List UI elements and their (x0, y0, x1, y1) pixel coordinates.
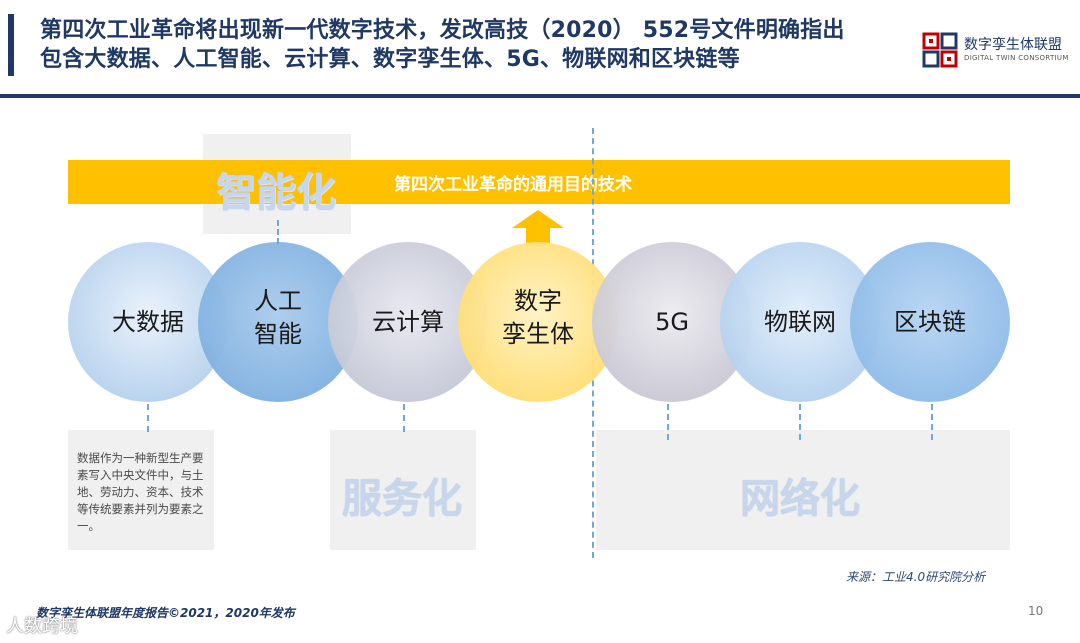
up-arrow-icon (512, 210, 564, 246)
connector-5g-to-network (667, 404, 669, 440)
tech-label-digital-twin: 数字 孪生体 (502, 287, 574, 348)
general-purpose-tech-banner (68, 160, 1010, 204)
title-line-1: 第四次工业革命将出现新一代数字技术，发改高技（2020） 552号文件明确指出 (40, 18, 845, 43)
title-line-2: 包含大数据、人工智能、云计算、数字孪生体、5G、物联网和区块链等 (40, 47, 740, 72)
tech-label-ai: 人工 智能 (254, 287, 302, 348)
page-number: 10 (1028, 604, 1044, 618)
consortium-logo-icon (922, 32, 958, 68)
consortium-logo: 数字孪生体联盟 DIGITAL TWIN CONSORTIUM (922, 30, 1072, 70)
report-footer: 数字孪生体联盟年度报告©2021，2020年发布 (36, 606, 295, 620)
connector-cloud-to-service (403, 404, 405, 432)
slide-header: 第四次工业革命将出现新一代数字技术，发改高技（2020） 552号文件明确指出 … (0, 0, 1080, 94)
category-service: 服务化 (342, 476, 462, 522)
source-citation: 来源：工业4.0研究院分析 (846, 570, 986, 584)
service-panel (330, 430, 476, 550)
tech-label-iot: 物联网 (764, 308, 836, 336)
category-intelligence: 智能化 (216, 170, 336, 216)
network-panel (596, 430, 1010, 550)
tech-label-blockchain: 区块链 (894, 308, 966, 336)
category-network: 网络化 (740, 476, 860, 522)
connector-iot-to-network (799, 404, 801, 440)
slide-title: 第四次工业革命将出现新一代数字技术，发改高技（2020） 552号文件明确指出 … (40, 16, 920, 74)
tech-label-big-data: 大数据 (112, 308, 184, 336)
data-factor-note: 数据作为一种新型生产要素写入中央文件中，与土地、劳动力、资本、技术等传统要素并列… (77, 451, 204, 533)
note-panel (68, 430, 214, 550)
connector-blockchain-to-network (931, 404, 933, 440)
title-accent-bar (8, 14, 14, 76)
tech-circle-blockchain (850, 242, 1010, 402)
connector-ai-to-intelligence (277, 220, 279, 244)
tech-label-5g: 5G (655, 308, 689, 336)
connector-big-data-to-note (147, 404, 149, 432)
logo-name-cn: 数字孪生体联盟 (964, 37, 1062, 53)
tech-label-cloud: 云计算 (372, 308, 444, 336)
header-divider (0, 94, 1080, 98)
watermark: 人数跨境 (6, 616, 78, 637)
tech-circle-digital-twin (458, 242, 618, 402)
banner-label: 第四次工业革命的通用目的技术 (394, 175, 632, 195)
logo-name-en: DIGITAL TWIN CONSORTIUM (964, 54, 1069, 62)
